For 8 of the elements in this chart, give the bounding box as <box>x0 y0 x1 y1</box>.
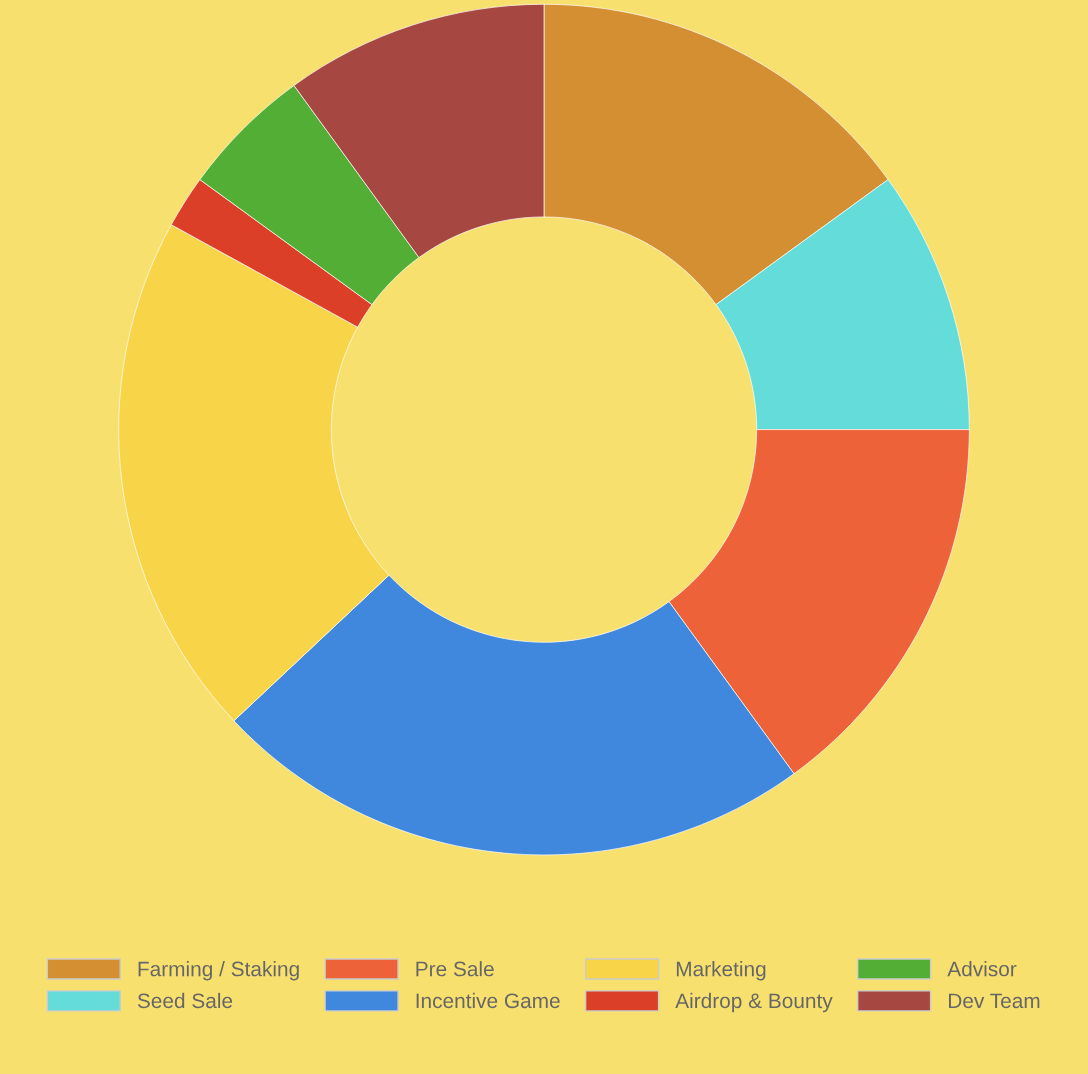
legend-label: Farming / Staking <box>138 961 299 981</box>
legend-label: Airdrop & Bounty <box>675 992 833 1013</box>
legend-label: Seed Sale <box>137 992 233 1009</box>
legend-label: Dev Team <box>948 993 1040 1009</box>
legend-label: Advisor <box>947 961 1017 977</box>
legend-label: Incentive Game <box>416 992 560 1009</box>
legend-label: Marketing <box>676 961 766 981</box>
legend-label: Pre Sale <box>416 961 494 977</box>
